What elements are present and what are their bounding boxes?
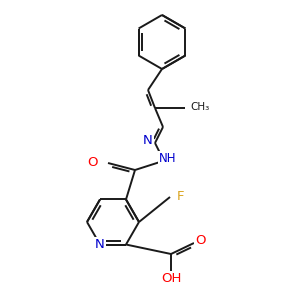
Text: F: F: [177, 190, 185, 203]
Text: O: O: [195, 233, 205, 247]
Text: N: N: [95, 238, 105, 251]
Text: NH: NH: [159, 152, 177, 164]
Text: O: O: [87, 157, 97, 169]
Text: CH₃: CH₃: [190, 102, 210, 112]
Text: OH: OH: [161, 272, 181, 286]
Text: N: N: [143, 134, 153, 146]
